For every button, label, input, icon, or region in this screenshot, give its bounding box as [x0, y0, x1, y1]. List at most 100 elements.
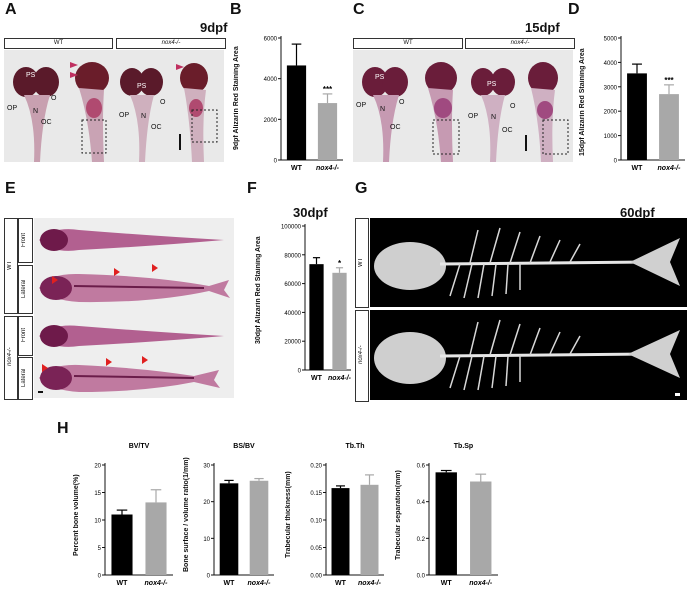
y-tick-label: 5 — [98, 546, 102, 552]
x-tick-label: WT — [632, 165, 644, 172]
label-o-c-wt: O — [399, 99, 405, 106]
mutant-ribs — [449, 319, 581, 391]
y-tick-label: 0 — [98, 574, 102, 580]
y-tick-label: 2000 — [604, 110, 618, 116]
y-tick-label: 2000 — [264, 118, 278, 124]
y-tick-label: 20 — [94, 464, 101, 470]
y-tick-label: 0.00 — [310, 574, 322, 580]
bar-mutant — [659, 94, 679, 160]
chart-h3: Tb.Th 0.00 0.05 0.10 0.15 0.20 WT nox4-/- — [310, 443, 384, 587]
chart-title: BV/TV — [129, 443, 150, 450]
x-tick-label: nox4-/- — [358, 580, 382, 587]
chart-title: BS/BV — [233, 443, 255, 450]
label-ps-c-mut: PS — [487, 81, 497, 88]
x-tick-label: WT — [291, 165, 303, 172]
x-tick-label: nox4-/- — [316, 165, 340, 172]
side-label-mutant-e: nox4-/- — [7, 347, 13, 367]
panel-letter-a: A — [5, 1, 17, 18]
x-tick-label: WT — [335, 580, 347, 587]
y-tick-label: 3000 — [604, 85, 618, 91]
label-o-a-wt: O — [51, 95, 57, 102]
label-op-c-wt: OP — [356, 102, 367, 109]
label-n-c-wt: N — [380, 106, 386, 113]
chart-h1: BV/TV 0 5 10 15 20 WT nox4-/- — [94, 443, 173, 587]
x-tick-label: nox4-/- — [248, 580, 272, 587]
label-n-a-mut: N — [141, 113, 147, 120]
label-o-c-mut: O — [510, 103, 516, 110]
bar-mutant — [249, 480, 269, 575]
ylabel-b: 9dpf Alizarin Red Staining Area — [233, 46, 240, 150]
y-tick-label: 0.2 — [417, 537, 426, 543]
x-tick-label: nox4-/- — [145, 580, 169, 587]
row-box-mut-lateral — [18, 357, 33, 400]
microct-drawing-60dpf — [370, 227, 687, 396]
bar-wt — [435, 472, 457, 575]
ylabel-h4: Trabecular separation(mm) — [395, 470, 402, 560]
ylabel-h2: Bone surface / volume ratio(1/mm) — [183, 457, 190, 573]
fish-photo-30dpf — [34, 218, 234, 398]
fish-drawing-30dpf — [38, 229, 230, 393]
side-box-wt-e — [4, 218, 18, 314]
x-tick-label: nox4-/- — [469, 580, 493, 587]
chart-title: Tb.Sp — [454, 443, 473, 450]
x-tick-label: nox4-/- — [658, 165, 682, 172]
bar-wt — [111, 514, 133, 575]
label-op-c-mut: OP — [468, 113, 479, 120]
significance-marker: *** — [664, 76, 674, 85]
stage-label-15dpf: 15dpf — [525, 20, 560, 35]
y-tick-label: 10 — [94, 519, 101, 525]
y-tick-label: 0.4 — [417, 500, 426, 506]
label-oc-c-wt: OC — [390, 124, 401, 131]
y-tick-label: 4000 — [604, 61, 618, 67]
y-tick-label: 100000 — [281, 225, 302, 231]
larva-drawing-9dpf — [13, 62, 218, 162]
significance-marker: *** — [323, 85, 333, 94]
bar-wt — [286, 65, 307, 160]
chart-h2: BS/BV 0 10 20 30 WT nox4-/- — [203, 443, 274, 587]
y-tick-label: 5000 — [604, 37, 618, 43]
side-box-mutant-g — [355, 310, 369, 402]
label-o-a-mut: O — [160, 99, 166, 106]
chart-title: Tb.Th — [345, 443, 364, 450]
label-ps-a-wt: PS — [26, 72, 36, 79]
bar-mutant — [145, 502, 167, 575]
stage-label-9dpf: 9dpf — [200, 20, 228, 35]
header-mutant-c: nox4-/- — [465, 38, 575, 49]
y-tick-label: 20000 — [284, 340, 301, 346]
chart-h4: Tb.Sp 0.0 0.2 0.4 0.6 WT nox4-/- — [417, 443, 498, 587]
y-tick-label: 15 — [94, 491, 101, 497]
chart-f: 0 20000 40000 60000 80000 100000 WT * nox4-/- — [281, 224, 352, 382]
bar-wt — [331, 488, 350, 575]
y-tick-label: 4000 — [264, 77, 278, 83]
header-mutant-a: nox4-/- — [116, 38, 226, 49]
side-box-mutant-e — [4, 316, 18, 400]
label-oc-c-mut: OC — [502, 127, 513, 134]
label-op-a-wt: OP — [7, 105, 18, 112]
bar-wt — [627, 73, 647, 160]
ylabel-h1: Percent bone volume(%) — [73, 474, 80, 556]
ylabel-d: 15dpf Alizarin Red Staining Area — [579, 48, 586, 156]
y-tick-label: 0 — [207, 574, 211, 580]
label-n-c-mut: N — [491, 114, 497, 121]
row-box-mut-front — [18, 316, 33, 356]
panel-letter-g: G — [355, 180, 368, 197]
microct-photo-60dpf — [370, 218, 687, 400]
header-wt-c: WT — [353, 38, 463, 49]
row-box-wt-lateral — [18, 265, 33, 314]
chart-b: 0 2000 4000 6000 WT *** nox4-/- — [264, 36, 343, 172]
bar-mutant — [470, 481, 492, 575]
panel-letter-e: E — [5, 180, 16, 197]
y-tick-label: 0.10 — [310, 519, 322, 525]
label-oc-a-wt: OC — [41, 119, 52, 126]
chart-d: 0 1000 2000 3000 4000 5000 WT *** nox4-/- — [604, 36, 685, 172]
bar-wt — [219, 483, 239, 575]
label-oc-a-mut: OC — [151, 124, 162, 131]
y-tick-label: 0.20 — [310, 464, 322, 470]
bar-mutant — [360, 484, 379, 575]
header-wt-a: WT — [4, 38, 113, 49]
label-ps-a-mut: PS — [137, 83, 147, 90]
y-tick-label: 30 — [203, 464, 210, 470]
panel-letter-b: B — [230, 1, 242, 18]
panel-letter-c: C — [353, 1, 365, 18]
x-tick-label: WT — [224, 580, 236, 587]
